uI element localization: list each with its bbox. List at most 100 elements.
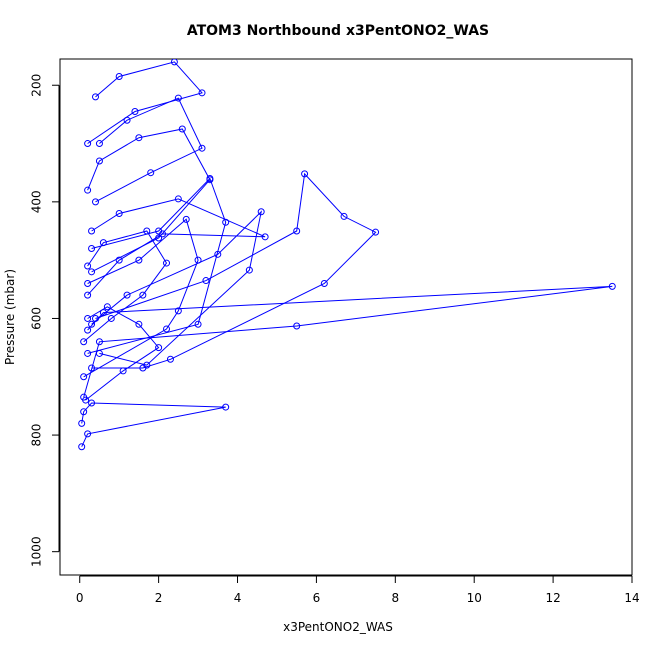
data-point [159, 230, 167, 238]
y-tick-label: 200 [30, 74, 44, 97]
chart-title: ATOM3 Northbound x3PentONO2_WAS [187, 23, 489, 39]
x-tick-label: 8 [391, 591, 399, 605]
data-point [147, 169, 155, 177]
data-point [214, 250, 222, 258]
data-point [293, 322, 301, 330]
data-point [80, 373, 88, 381]
y-axis-label: Pressure (mbar) [3, 269, 17, 365]
data-point [257, 208, 265, 216]
x-tick-label: 2 [155, 591, 163, 605]
plot-frame [59, 58, 633, 576]
series-10 [84, 59, 206, 148]
series-3 [88, 170, 380, 372]
data-point [115, 210, 123, 218]
data-point [88, 320, 96, 328]
data-point [88, 399, 96, 407]
series-12 [82, 303, 163, 404]
x-axis-label: x3PentONO2_WAS [283, 620, 393, 634]
series-11 [80, 227, 171, 346]
data-point [82, 396, 90, 404]
data-point [174, 307, 182, 315]
series-6 [88, 208, 265, 369]
data-point [143, 361, 151, 369]
x-tick-label: 4 [234, 591, 242, 605]
data-point [198, 144, 206, 152]
y-axis: 200 400 600 800 1000 [30, 74, 60, 567]
data-point [115, 256, 123, 264]
y-tick-label: 400 [30, 190, 44, 213]
series-line [87, 128, 211, 273]
series-8 [84, 125, 214, 276]
series-line [85, 306, 160, 401]
data-point [88, 268, 96, 276]
data-point [84, 349, 92, 357]
data-point [115, 72, 123, 80]
data-point [178, 125, 186, 133]
data-point [143, 227, 151, 235]
series-line [83, 230, 168, 343]
series-7 [84, 195, 269, 299]
data-point [206, 176, 214, 184]
x-tick-label: 14 [624, 591, 639, 605]
data-point [340, 212, 348, 220]
series-line [91, 210, 263, 366]
series-line [91, 172, 377, 369]
series-line [81, 402, 226, 447]
data-point [155, 344, 163, 352]
data-point [131, 107, 139, 115]
x-axis: 0 2 4 6 8 10 12 14 [76, 575, 640, 605]
x-tick-label: 6 [313, 591, 321, 605]
data-point [84, 262, 92, 270]
data-point [135, 134, 143, 142]
series-4 [84, 175, 230, 357]
series-line [83, 285, 613, 398]
data-point [84, 314, 92, 322]
data-point [198, 89, 206, 97]
data-point [103, 303, 111, 311]
data-point [194, 320, 202, 328]
data-point [84, 430, 92, 438]
data-point [119, 367, 127, 375]
x-tick-label: 0 [76, 591, 84, 605]
data-point [95, 349, 103, 357]
data-point [84, 291, 92, 299]
data-point [95, 338, 103, 346]
series-2 [80, 282, 616, 401]
series-line [95, 97, 203, 203]
data-point [123, 291, 131, 299]
data-point [84, 186, 92, 194]
data-point [372, 228, 380, 236]
data-point [88, 227, 96, 235]
data-point [88, 364, 96, 372]
data-point [99, 239, 107, 247]
y-tick-label: 800 [30, 424, 44, 447]
y-tick-label: 600 [30, 307, 44, 330]
data-point [78, 443, 86, 451]
data-point [301, 170, 309, 178]
x-tick-label: 12 [545, 591, 560, 605]
data-point [293, 227, 301, 235]
data-point [135, 320, 143, 328]
series-9 [92, 94, 206, 206]
data-point [92, 93, 100, 101]
data-point [107, 314, 115, 322]
x-tick-label: 10 [467, 591, 482, 605]
data-point [163, 259, 171, 267]
data-point [88, 244, 96, 252]
data-point [182, 215, 190, 223]
data-point [174, 195, 182, 203]
data-point [170, 59, 178, 66]
data-point [84, 140, 92, 148]
series-line [83, 218, 199, 378]
data-point [84, 279, 92, 287]
data-point [245, 266, 253, 274]
data-point [261, 233, 269, 241]
data-point [166, 355, 174, 363]
series-layer [78, 59, 616, 451]
data-point [80, 408, 88, 416]
data-point [80, 338, 88, 346]
data-point [155, 234, 163, 242]
data-point [222, 403, 230, 411]
data-point [95, 157, 103, 165]
